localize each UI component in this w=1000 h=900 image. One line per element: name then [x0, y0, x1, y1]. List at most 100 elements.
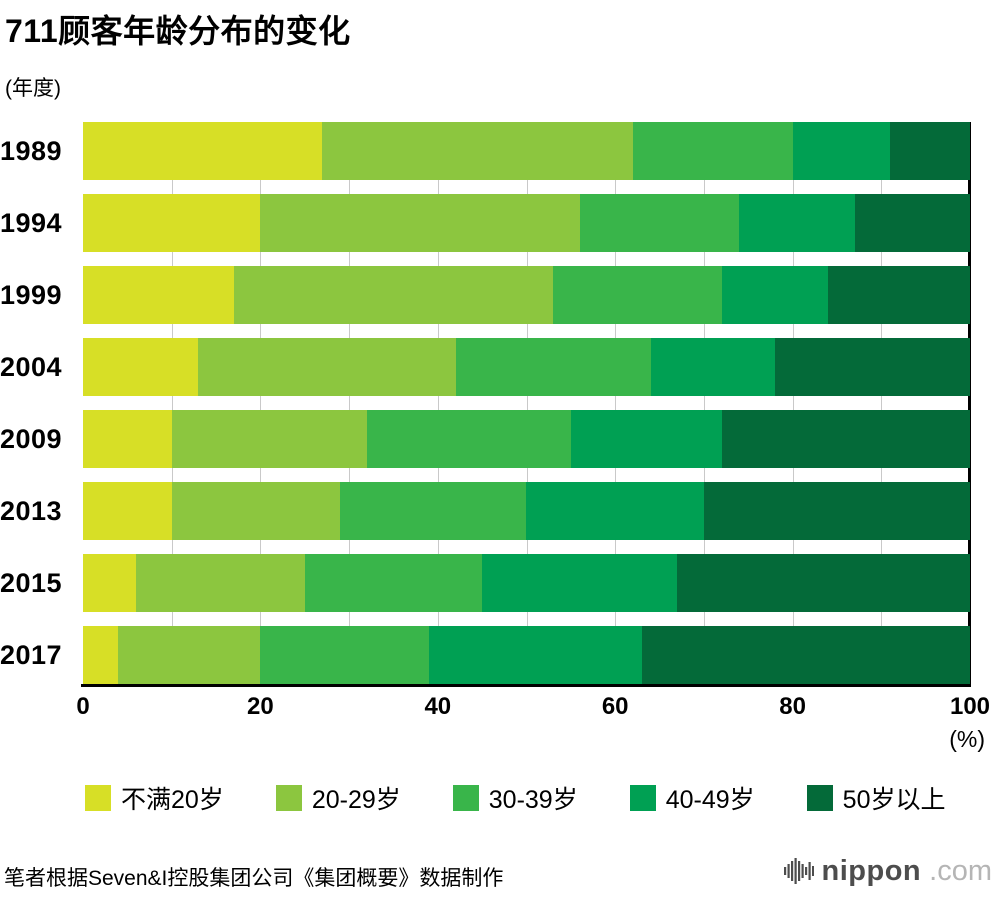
- chart-row: 2009: [0, 410, 970, 468]
- chart-row: 1989: [0, 122, 970, 180]
- legend-label: 40-49岁: [665, 786, 755, 814]
- legend-item: 40-49岁: [629, 780, 755, 816]
- bar-segment: [83, 122, 323, 180]
- bar-segment: [739, 194, 855, 252]
- year-label: 2017: [0, 639, 63, 670]
- chart-legend: 不满20岁 20-29岁 30-39岁 40-49岁 50岁以上: [85, 780, 945, 816]
- bar-segment: [260, 194, 580, 252]
- stacked-bar: [83, 266, 970, 324]
- bar-segment: [322, 122, 633, 180]
- nippon-logo: nippon .com: [783, 854, 992, 888]
- bar-segment: [721, 266, 829, 324]
- x-axis-line: [81, 684, 971, 687]
- chart-row: 2013: [0, 482, 970, 540]
- bar-segment: [83, 482, 172, 540]
- bar-segment: [579, 194, 740, 252]
- bar-segment: [366, 410, 571, 468]
- gridline: [260, 122, 262, 687]
- legend-item: 50岁以上: [806, 780, 946, 816]
- bar-segment: [198, 338, 456, 396]
- x-tick-label: 0: [76, 693, 90, 720]
- gridline: [881, 122, 883, 687]
- x-tick-label: 20: [247, 693, 274, 720]
- bar-segment: [721, 410, 970, 468]
- legend-label: 不满20岁: [121, 786, 224, 814]
- x-tick-label: 100: [949, 693, 991, 720]
- chart-row: 2004: [0, 338, 970, 396]
- year-label: 2015: [0, 567, 63, 598]
- year-label: 2009: [0, 423, 63, 454]
- plot-area: 1989 1994 1999 2004 2009 2013 2015 2017 (%) 0 20…: [0, 122, 990, 757]
- bar-segment: [260, 626, 429, 684]
- legend-swatch: [452, 785, 479, 811]
- gridline: [526, 122, 528, 687]
- bar-segment: [792, 122, 891, 180]
- bar-rows: 1989 1994 1999 2004 2009 2013 2015 2017: [0, 122, 970, 684]
- bar-segment: [482, 554, 678, 612]
- bar-segment: [553, 266, 722, 324]
- gridline: [437, 122, 439, 687]
- bar-segment: [171, 410, 367, 468]
- bar-segment: [83, 338, 199, 396]
- gridlines-layer: [83, 122, 971, 687]
- x-tick-label: 40: [424, 693, 452, 720]
- year-label: 1989: [0, 135, 63, 166]
- legend-swatch: [85, 785, 111, 811]
- year-label: 2004: [0, 351, 63, 382]
- axis-line-right: [968, 122, 971, 687]
- legend-label: 20-29岁: [311, 786, 401, 814]
- stacked-bar: [83, 482, 970, 540]
- bar-segment: [304, 554, 483, 612]
- legend-label: 30-39岁: [488, 786, 578, 814]
- x-axis-unit-label: (%): [949, 726, 985, 752]
- year-label: 1999: [0, 279, 63, 310]
- gridline: [792, 122, 794, 687]
- nippon-logo-tld: .com: [929, 854, 992, 887]
- bar-segment: [890, 122, 970, 180]
- chart-row: 1999: [0, 266, 970, 324]
- chart-row: 2015: [0, 554, 970, 612]
- source-note: 笔者根据Seven&I控股集团公司《集团概要》数据制作: [4, 867, 504, 890]
- x-tick-label: 60: [601, 693, 629, 720]
- stacked-bar: [83, 410, 970, 468]
- bar-segment: [118, 626, 261, 684]
- stacked-bar: [83, 554, 970, 612]
- year-label: 1994: [0, 207, 63, 238]
- stacked-bar: [83, 338, 970, 396]
- bar-segment: [632, 122, 793, 180]
- bar-segment: [233, 266, 554, 324]
- bar-segment: [171, 482, 341, 540]
- stacked-bar-chart: 1989 1994 1999 2004 2009 2013 2015 2017 (%) 0 20…: [0, 122, 1000, 757]
- bar-segment: [428, 626, 642, 684]
- bar-segment: [83, 410, 172, 468]
- x-axis-ticks: (%) 0 20 40 60 80 100: [76, 693, 990, 757]
- bar-segment: [83, 266, 234, 324]
- bar-segment: [641, 626, 970, 684]
- legend-swatch: [275, 785, 302, 811]
- bar-segment: [677, 554, 970, 612]
- bar-segment: [455, 338, 651, 396]
- chart-title: 711顾客年龄分布的变化: [5, 13, 351, 49]
- legend-label: 50岁以上: [842, 786, 946, 814]
- stacked-bar: [83, 122, 970, 180]
- gridline: [615, 122, 617, 687]
- nippon-logo-text: nippon: [821, 854, 922, 887]
- bar-segment: [136, 554, 305, 612]
- bar-segment: [774, 338, 970, 396]
- gridline: [349, 122, 351, 687]
- x-tick-label: 80: [779, 693, 806, 720]
- chart-row: 1994: [0, 194, 970, 252]
- stacked-bar: [83, 626, 970, 684]
- bar-segment: [703, 482, 970, 540]
- bar-segment: [570, 410, 722, 468]
- legend-item: 30-39岁: [452, 780, 578, 816]
- bar-segment: [340, 482, 527, 540]
- year-label: 2013: [0, 495, 63, 526]
- legend-swatch: [629, 785, 656, 811]
- gridline: [703, 122, 705, 687]
- bar-segment: [650, 338, 775, 396]
- chart-row: 2017: [0, 626, 970, 684]
- legend-item: 不满20岁: [85, 780, 224, 816]
- y-axis-unit-label: (年度): [5, 77, 61, 100]
